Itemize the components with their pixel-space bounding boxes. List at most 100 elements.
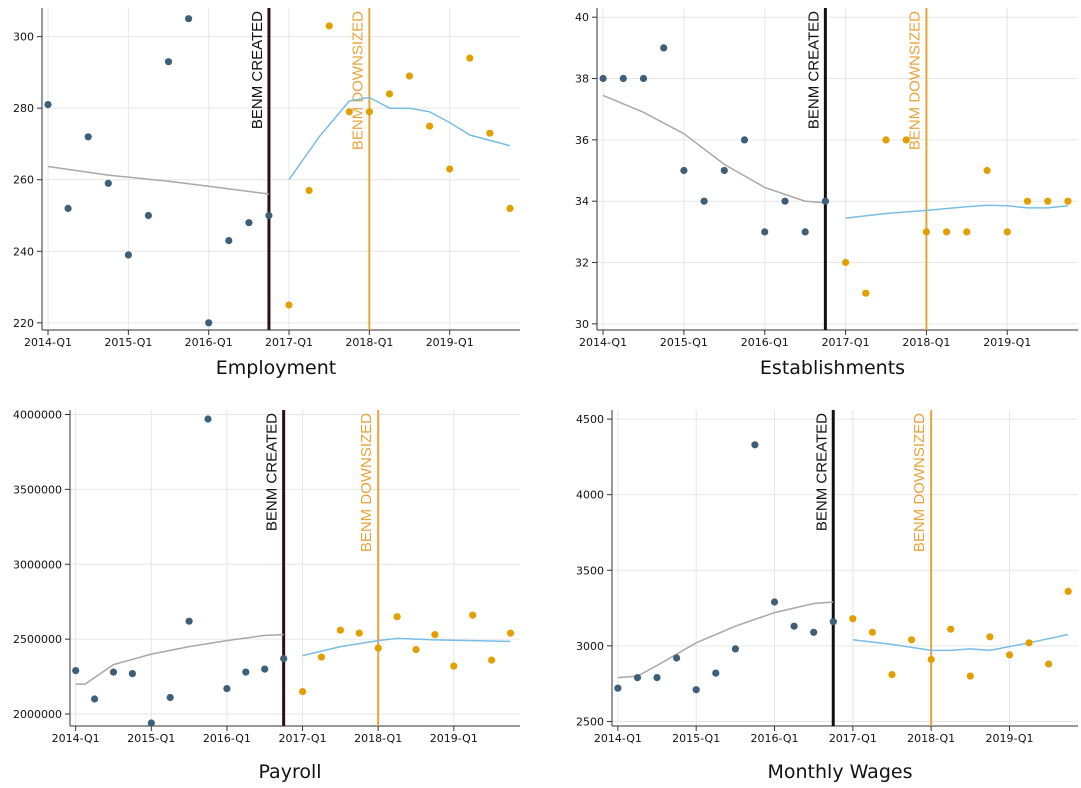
y-tick-label: 220 bbox=[13, 317, 34, 330]
event-label: BENM DOWNSIZED bbox=[911, 413, 928, 552]
x-tick-label: 2015-Q1 bbox=[104, 336, 152, 349]
data-point-after bbox=[842, 258, 850, 267]
data-point-after bbox=[299, 688, 307, 696]
data-point-after bbox=[1044, 197, 1052, 205]
data-point-after bbox=[922, 228, 931, 236]
data-point-before bbox=[225, 237, 233, 245]
data-point-before bbox=[821, 197, 830, 205]
data-point-after bbox=[868, 628, 877, 636]
data-point-after bbox=[862, 289, 870, 297]
event-label: BENM DOWNSIZED bbox=[906, 11, 923, 150]
trend-line bbox=[845, 204, 1068, 219]
event-label: BENM CREATED bbox=[264, 413, 281, 531]
data-point-before bbox=[673, 654, 681, 662]
x-tick-label: 2019-Q1 bbox=[430, 732, 478, 745]
data-point-after bbox=[506, 204, 514, 212]
data-point-after bbox=[1045, 660, 1053, 668]
y-tick-label: 40 bbox=[575, 11, 589, 24]
data-point-before bbox=[712, 669, 720, 677]
y-tick-label: 36 bbox=[575, 134, 589, 147]
data-point-before bbox=[720, 166, 728, 175]
x-tick-label: 2015-Q1 bbox=[660, 336, 708, 349]
data-point-after bbox=[431, 631, 439, 639]
data-point-before bbox=[166, 693, 174, 702]
y-tick-label: 2000000 bbox=[13, 708, 62, 721]
data-point-before bbox=[619, 74, 627, 83]
panel-2: 2014-Q1 2015-Q1 2016-Q1 2017-Q1 2018-Q1 2019-… bbox=[575, 8, 1078, 379]
data-point-after bbox=[1064, 587, 1072, 596]
panel-title: Monthly Wages bbox=[768, 761, 913, 783]
trend-line bbox=[75, 633, 284, 685]
data-point-after bbox=[888, 671, 896, 679]
x-tick-label: 2018-Q1 bbox=[902, 336, 950, 349]
data-point-before bbox=[653, 674, 661, 682]
data-point-before bbox=[245, 219, 253, 227]
data-point-before bbox=[731, 645, 740, 653]
data-point-after bbox=[902, 136, 910, 144]
x-tick-label: 2018-Q1 bbox=[345, 336, 393, 349]
data-point-before bbox=[223, 685, 231, 693]
data-point-after bbox=[1025, 639, 1033, 647]
panel-title: Employment bbox=[216, 357, 336, 379]
x-tick-label: 2016-Q1 bbox=[741, 336, 789, 349]
x-tick-label: 2019-Q1 bbox=[426, 336, 474, 349]
data-point-after bbox=[1003, 228, 1011, 236]
data-point-after bbox=[1064, 197, 1072, 205]
data-point-before bbox=[204, 415, 212, 423]
data-point-after bbox=[488, 656, 496, 664]
trend-line bbox=[47, 165, 269, 195]
y-tick-label: 30 bbox=[575, 318, 589, 331]
data-point-after bbox=[1023, 197, 1032, 205]
y-tick-label: 2500 bbox=[576, 715, 604, 728]
x-tick-label: 2014-Q1 bbox=[579, 336, 627, 349]
trend-line bbox=[288, 96, 511, 181]
data-point-after bbox=[426, 122, 434, 130]
data-point-before bbox=[770, 598, 779, 606]
data-point-after bbox=[986, 633, 994, 641]
x-tick-label: 2017-Q1 bbox=[829, 732, 877, 745]
data-point-after bbox=[450, 662, 458, 670]
event-label: BENM CREATED bbox=[805, 11, 822, 129]
data-point-after bbox=[943, 228, 951, 236]
data-point-before bbox=[104, 179, 112, 187]
data-point-before bbox=[265, 211, 273, 220]
data-point-after bbox=[506, 629, 515, 637]
data-point-after bbox=[947, 625, 955, 633]
y-tick-label: 32 bbox=[575, 257, 589, 270]
y-tick-label: 3000 bbox=[576, 640, 604, 653]
data-point-before bbox=[124, 251, 132, 259]
y-tick-label: 4000000 bbox=[13, 408, 62, 421]
data-point-before bbox=[680, 166, 688, 175]
panel-title: Establishments bbox=[760, 357, 905, 379]
data-point-before bbox=[614, 684, 622, 692]
data-point-before bbox=[147, 719, 155, 727]
event-label: BENM CREATED bbox=[249, 11, 266, 129]
data-point-after bbox=[385, 90, 394, 98]
x-tick-label: 2015-Q1 bbox=[127, 732, 175, 745]
data-point-before bbox=[164, 58, 173, 66]
data-point-before bbox=[84, 133, 92, 141]
data-point-after bbox=[963, 228, 971, 236]
data-point-after bbox=[325, 22, 333, 30]
data-point-after bbox=[305, 186, 313, 195]
data-point-before bbox=[91, 695, 99, 703]
x-tick-label: 2018-Q1 bbox=[907, 732, 955, 745]
x-tick-label: 2017-Q1 bbox=[822, 336, 870, 349]
x-tick-label: 2016-Q1 bbox=[203, 732, 251, 745]
y-tick-label: 2500000 bbox=[13, 633, 62, 646]
data-point-before bbox=[185, 15, 193, 23]
x-tick-label: 2018-Q1 bbox=[354, 732, 402, 745]
data-point-after bbox=[983, 166, 991, 175]
data-point-before bbox=[829, 618, 837, 626]
data-point-after bbox=[486, 129, 494, 137]
data-point-after bbox=[966, 672, 974, 680]
trend-line bbox=[617, 601, 834, 679]
data-point-before bbox=[280, 655, 288, 663]
data-point-before bbox=[599, 74, 607, 83]
data-point-before bbox=[810, 628, 818, 636]
data-point-after bbox=[908, 636, 916, 644]
data-point-before bbox=[740, 136, 749, 144]
trend-line bbox=[302, 637, 511, 657]
data-point-after bbox=[336, 626, 344, 634]
data-point-before bbox=[185, 617, 193, 625]
